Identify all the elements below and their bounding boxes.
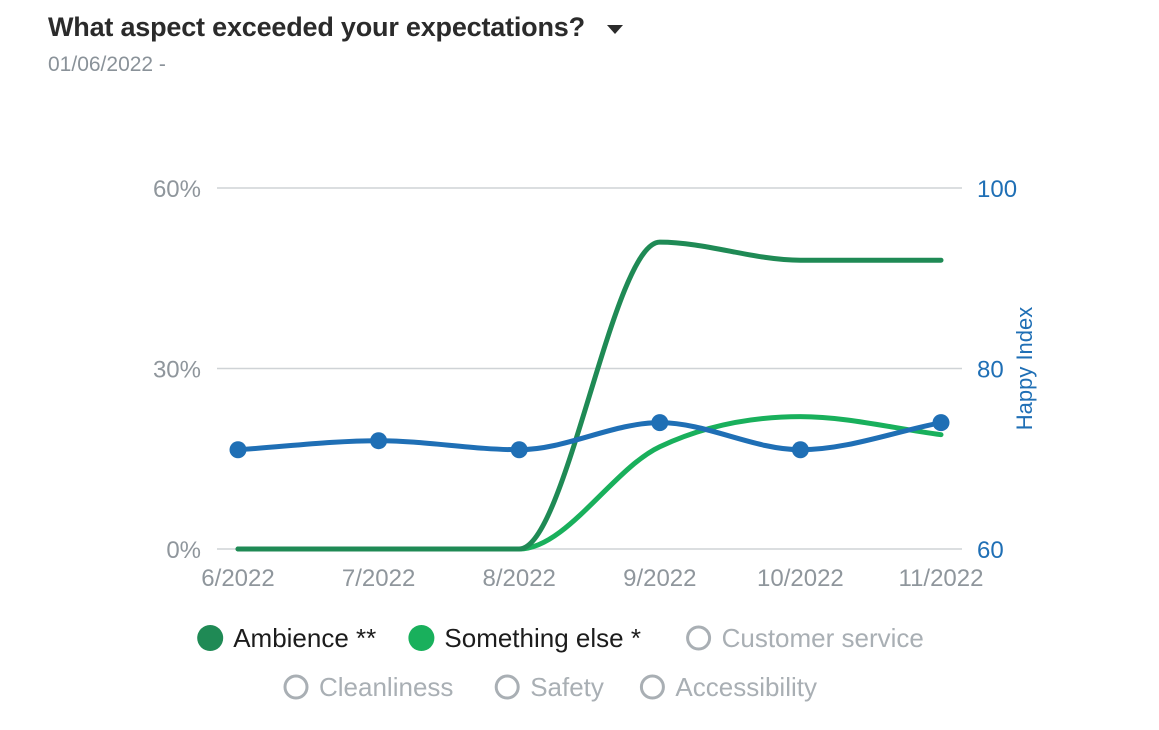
y-right-tick-label: 80 [977, 357, 1004, 384]
series-line-happy-index [235, 420, 944, 453]
y-right-tick-label: 100 [977, 176, 1017, 203]
y-left-tick-label: 30% [153, 357, 201, 384]
legend-swatch[interactable] [283, 674, 309, 700]
question-selector[interactable]: What aspect exceeded your expectations? [48, 12, 623, 43]
legend-label[interactable]: Accessibility [675, 672, 817, 702]
legend-label[interactable]: Something else * [444, 623, 641, 653]
y-right-axis-title: Happy Index [1012, 307, 1037, 431]
legend-label[interactable]: Ambience ** [233, 623, 376, 653]
legend-swatch[interactable] [494, 674, 520, 700]
x-tick-label: 7/2022 [342, 565, 415, 592]
happy-index-point[interactable] [370, 432, 388, 450]
x-tick-label: 9/2022 [623, 565, 696, 592]
happy-index-point[interactable] [932, 414, 950, 432]
y-left-tick-label: 0% [166, 537, 201, 564]
x-tick-label: 11/2022 [899, 565, 984, 592]
legend-label[interactable]: Cleanliness [319, 672, 453, 702]
y-left-tick-label: 60% [153, 176, 201, 203]
legend-label[interactable]: Customer service [722, 623, 924, 653]
chart-title: What aspect exceeded your expectations? [48, 12, 585, 42]
series-line-ambience [235, 239, 944, 552]
happy-index-point[interactable] [510, 441, 528, 459]
happy-index-point[interactable] [651, 414, 669, 432]
happy-index-point[interactable] [791, 441, 809, 459]
date-range: 01/06/2022 - [48, 53, 166, 76]
legend-label[interactable]: Safety [530, 672, 604, 702]
x-tick-label: 10/2022 [757, 565, 844, 592]
legend-swatch[interactable] [639, 674, 665, 700]
chart-header: What aspect exceeded your expectations? … [48, 12, 623, 77]
x-tick-label: 8/2022 [482, 565, 555, 592]
y-right-tick-label: 60 [977, 537, 1004, 564]
legend-swatch[interactable] [197, 625, 224, 651]
legend-swatch[interactable] [408, 625, 435, 651]
x-tick-label: 6/2022 [201, 565, 274, 592]
caret-down-icon[interactable] [606, 24, 623, 34]
happy-index-point[interactable] [229, 441, 247, 459]
legend-swatch[interactable] [686, 625, 712, 651]
